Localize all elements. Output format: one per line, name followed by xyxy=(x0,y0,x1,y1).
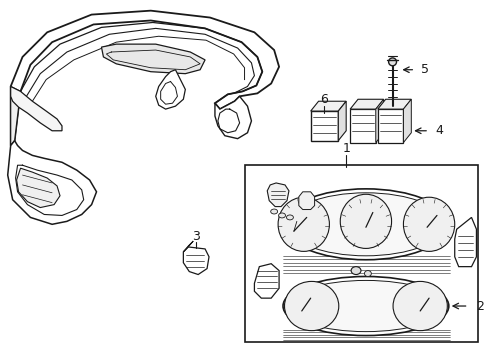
Ellipse shape xyxy=(284,282,338,330)
Polygon shape xyxy=(403,99,410,143)
Text: 3: 3 xyxy=(192,230,200,243)
Ellipse shape xyxy=(388,58,396,66)
Polygon shape xyxy=(8,141,96,224)
Ellipse shape xyxy=(364,271,370,276)
Text: 6: 6 xyxy=(320,93,328,106)
Polygon shape xyxy=(155,70,185,109)
Polygon shape xyxy=(349,99,383,109)
Polygon shape xyxy=(11,11,279,145)
Polygon shape xyxy=(298,192,314,210)
Ellipse shape xyxy=(270,209,277,214)
Ellipse shape xyxy=(283,189,448,260)
Polygon shape xyxy=(17,168,60,208)
Bar xyxy=(310,111,338,141)
Text: 1: 1 xyxy=(342,142,349,155)
Ellipse shape xyxy=(350,267,360,275)
Ellipse shape xyxy=(283,276,448,336)
Polygon shape xyxy=(215,96,251,139)
Text: 4: 4 xyxy=(434,124,442,137)
Polygon shape xyxy=(183,247,208,275)
Ellipse shape xyxy=(278,197,329,251)
Polygon shape xyxy=(454,217,475,267)
Ellipse shape xyxy=(403,197,454,251)
Polygon shape xyxy=(310,101,346,111)
Polygon shape xyxy=(101,44,204,74)
Polygon shape xyxy=(267,183,288,207)
Bar xyxy=(349,109,375,143)
Ellipse shape xyxy=(286,215,293,220)
Polygon shape xyxy=(377,99,410,109)
Polygon shape xyxy=(338,101,346,141)
Bar xyxy=(377,109,403,143)
Text: 5: 5 xyxy=(420,63,428,76)
Ellipse shape xyxy=(278,213,285,218)
Ellipse shape xyxy=(286,193,444,256)
Text: 2: 2 xyxy=(475,300,483,312)
Bar xyxy=(244,165,477,342)
Polygon shape xyxy=(254,264,279,298)
Ellipse shape xyxy=(392,282,447,330)
Polygon shape xyxy=(11,86,62,131)
Polygon shape xyxy=(375,99,383,143)
Ellipse shape xyxy=(340,194,391,248)
Ellipse shape xyxy=(286,280,444,332)
Polygon shape xyxy=(11,86,20,145)
Polygon shape xyxy=(183,241,193,252)
